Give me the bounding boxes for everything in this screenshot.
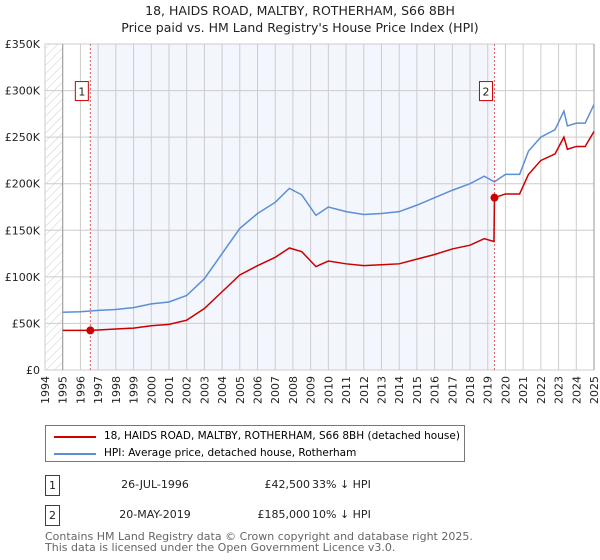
x-tick-label: 2015 — [411, 376, 424, 404]
legend-label: 18, HAIDS ROAD, MALTBY, ROTHERHAM, S66 8… — [104, 430, 460, 442]
x-tick-label: 2019 — [482, 376, 495, 404]
x-tick-label: 2005 — [234, 376, 247, 404]
x-tick-label: 2006 — [252, 376, 265, 404]
x-tick-label: 2014 — [393, 376, 406, 404]
x-tick-label: 2021 — [517, 376, 530, 404]
x-tick-label: 2017 — [446, 376, 459, 404]
transaction-price: £42,500 — [264, 478, 311, 491]
x-tick-label: 2013 — [375, 376, 388, 404]
property-series-line — [62, 131, 595, 332]
x-tick-label: 1997 — [92, 376, 105, 404]
x-tick-label: 2001 — [163, 376, 176, 404]
x-tick-label: 1996 — [74, 376, 87, 404]
x-tick-label: 2018 — [464, 376, 477, 404]
legend-item-hpi: HPI: Average price, detached house, Roth… — [54, 446, 356, 460]
transaction-date: 26-JUL-1996 — [121, 478, 189, 491]
legend-swatch-blue — [54, 452, 96, 455]
hpi-series-line — [62, 104, 595, 314]
transaction-price: £185,000 — [257, 508, 311, 521]
sale-label-box — [74, 81, 89, 102]
shaded-ownership-region — [90, 44, 495, 370]
x-tick-label: 2024 — [570, 376, 583, 404]
legend: 18, HAIDS ROAD, MALTBY, ROTHERHAM, S66 8… — [45, 425, 465, 462]
x-tick-label: 2025 — [588, 376, 600, 404]
y-tick-label: £150K — [5, 224, 41, 237]
x-tick-label: 2012 — [358, 376, 371, 404]
y-tick-label: £300K — [5, 85, 41, 98]
x-tick-label: 2009 — [305, 376, 318, 404]
sale-label: 1 — [78, 86, 85, 99]
transaction-hpi: 33% ↓ HPI — [312, 478, 371, 491]
y-tick-label: £200K — [5, 178, 41, 191]
sale-label-box — [478, 81, 493, 102]
x-tick-label: 1998 — [110, 376, 123, 404]
legend-label: HPI: Average price, detached house, Roth… — [104, 447, 357, 459]
x-tick-label: 2020 — [499, 376, 512, 404]
y-tick-label: £350K — [5, 38, 41, 51]
x-tick-label: 2022 — [535, 376, 548, 404]
price-chart: 1994 1995 1996 1997 1998 1999 2000 2001 2002 2003… — [5, 38, 600, 404]
transaction-hpi: 10% ↓ HPI — [312, 508, 371, 521]
sale-point — [86, 326, 95, 335]
x-tick-label: 1999 — [128, 376, 141, 404]
x-tick-label: 2010 — [322, 376, 335, 404]
sale-label: 2 — [482, 86, 489, 99]
x-tick-label: 2000 — [145, 376, 158, 404]
x-tick-label: 1995 — [57, 376, 70, 404]
x-tick-label: 2011 — [340, 376, 353, 404]
y-tick-label: £250K — [5, 131, 41, 144]
chart-title: 18, HAIDS ROAD, MALTBY, ROTHERHAM, S66 8… — [145, 3, 455, 18]
footer-licence: This data is licensed under the Open Gov… — [45, 541, 396, 554]
chart-subtitle: Price paid vs. HM Land Registry's House … — [121, 20, 479, 35]
y-tick-label: £50K — [12, 317, 41, 330]
footer-copyright: Contains HM Land Registry data © Crown c… — [45, 530, 473, 543]
transaction-date: 20-MAY-2019 — [119, 508, 191, 521]
x-tick-label: 2004 — [216, 376, 229, 404]
legend-swatch-red — [54, 435, 96, 438]
x-tick-label: 2023 — [553, 376, 566, 404]
x-tick-label: 2002 — [181, 376, 194, 404]
x-tick-label: 2008 — [287, 376, 300, 404]
transaction-marker: 1 — [45, 475, 60, 496]
y-tick-label: £0 — [26, 364, 40, 377]
legend-item-property: 18, HAIDS ROAD, MALTBY, ROTHERHAM, S66 8… — [54, 429, 460, 443]
sale-point — [490, 193, 499, 202]
hatched-no-data-region — [45, 44, 63, 370]
y-tick-label: £100K — [5, 271, 41, 284]
x-tick-label: 2007 — [269, 376, 282, 404]
x-tick-label: 2016 — [429, 376, 442, 404]
transaction-marker: 2 — [45, 505, 60, 526]
x-tick-label: 1994 — [39, 376, 52, 404]
x-tick-label: 2003 — [198, 376, 211, 404]
